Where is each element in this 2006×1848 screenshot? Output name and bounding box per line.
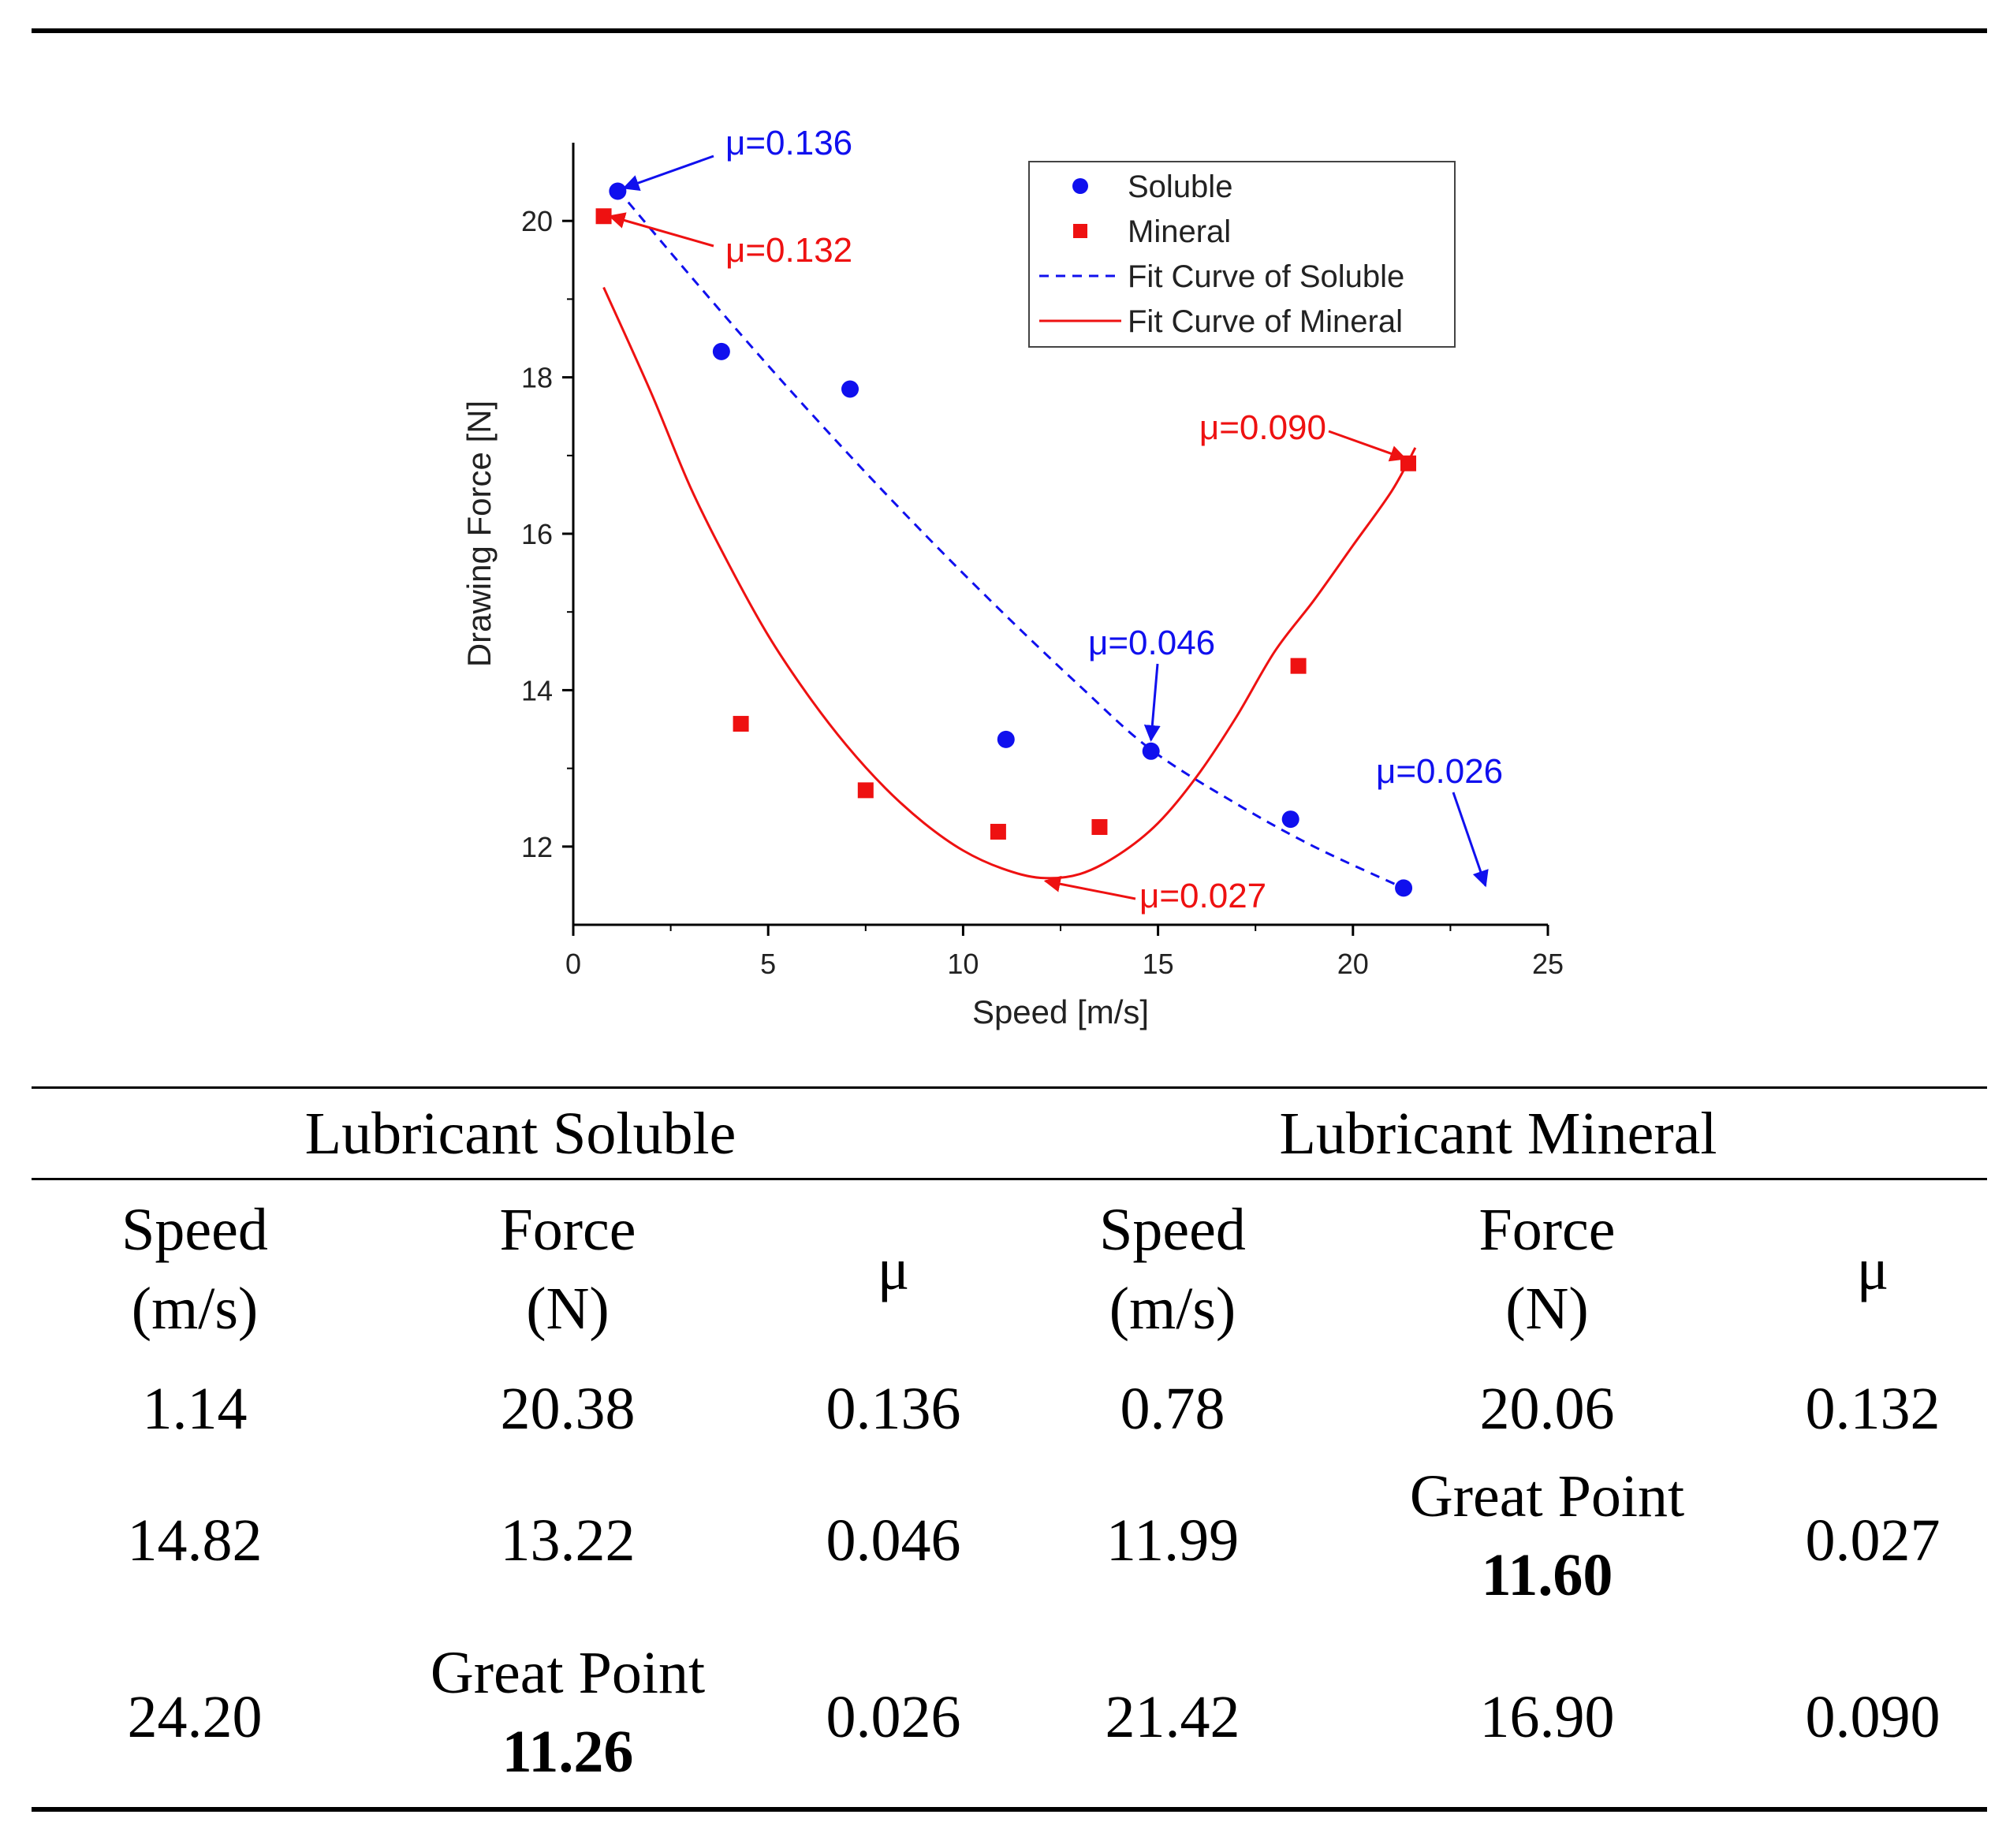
annotation-label: μ=0.046 bbox=[1088, 624, 1215, 662]
group-header-soluble: Lubricant Soluble bbox=[304, 1101, 736, 1167]
table-cell: 0.132 bbox=[1805, 1376, 1941, 1442]
x-tick-label: 25 bbox=[1532, 948, 1564, 980]
table-cell: 11.26 bbox=[502, 1719, 634, 1785]
annotation-arrow bbox=[1143, 663, 1161, 742]
table-top-rule bbox=[32, 1086, 1987, 1089]
table-cell: 16.90 bbox=[1479, 1684, 1615, 1750]
table-cell: 1.14 bbox=[142, 1376, 248, 1442]
great-point-label: Great Point bbox=[1409, 1463, 1685, 1529]
point-mineral bbox=[990, 823, 1006, 840]
point-soluble bbox=[1395, 879, 1413, 897]
column-header-unit: (m/s) bbox=[131, 1276, 259, 1342]
column-header-unit: (m/s) bbox=[1109, 1276, 1236, 1342]
point-mineral bbox=[1290, 658, 1307, 674]
table-group-rule bbox=[32, 1178, 1987, 1180]
table-cell: 11.60 bbox=[1481, 1542, 1613, 1608]
x-tick-label: 0 bbox=[565, 948, 581, 980]
table-cell: 20.38 bbox=[500, 1376, 636, 1442]
annotations: μ=0.136 μ=0.132 μ=0.090 μ=0.046 μ=0.026 μ=0.0… bbox=[608, 124, 1503, 915]
point-mineral bbox=[1091, 819, 1108, 835]
legend: Soluble Mineral Fit Curve of Soluble Fit Cu… bbox=[1028, 161, 1456, 348]
table-cell: 0.046 bbox=[826, 1507, 961, 1574]
annotation-label: μ=0.026 bbox=[1376, 752, 1503, 791]
legend-label: Fit Curve of Soluble bbox=[1128, 259, 1404, 294]
legend-label: Soluble bbox=[1128, 170, 1232, 204]
chart: 0 5 10 15 20 25 12 14 16 18 20 Speed [m/s] Drawing F… bbox=[460, 124, 1564, 1030]
column-header: Speed bbox=[1099, 1197, 1246, 1263]
column-header: Speed bbox=[121, 1197, 268, 1263]
group-header-mineral: Lubricant Mineral bbox=[1279, 1101, 1717, 1167]
table-cell: 0.136 bbox=[826, 1376, 961, 1442]
table-cell: 0.026 bbox=[826, 1684, 961, 1750]
table-cell: 0.78 bbox=[1120, 1376, 1225, 1442]
table-cell: 0.090 bbox=[1805, 1684, 1941, 1750]
point-mineral bbox=[733, 716, 749, 732]
y-tick-label: 18 bbox=[521, 362, 553, 394]
annotation-label: μ=0.027 bbox=[1139, 877, 1266, 915]
point-soluble bbox=[997, 730, 1015, 748]
table-cell: 20.06 bbox=[1479, 1376, 1615, 1442]
table-bottom-rule bbox=[32, 1807, 1987, 1812]
annotation-arrow bbox=[1452, 792, 1489, 888]
x-tick-label: 5 bbox=[760, 948, 776, 980]
legend-label: Mineral bbox=[1128, 214, 1231, 249]
point-soluble bbox=[1142, 742, 1160, 760]
point-soluble bbox=[609, 182, 627, 200]
fit-curve-mineral bbox=[602, 286, 1417, 880]
point-mineral bbox=[595, 208, 612, 225]
column-header: Force bbox=[499, 1197, 636, 1263]
y-tick-label: 16 bbox=[521, 518, 553, 550]
x-tick-label: 15 bbox=[1143, 948, 1174, 980]
fit-curve-soluble bbox=[617, 188, 1404, 889]
y-tick-label: 12 bbox=[521, 831, 553, 863]
column-header: Force bbox=[1478, 1197, 1616, 1263]
table-cell: 21.42 bbox=[1105, 1684, 1240, 1750]
table-cell: 13.22 bbox=[500, 1507, 636, 1574]
table-cell: 11.99 bbox=[1106, 1507, 1240, 1574]
legend-box bbox=[1028, 161, 1456, 348]
table-cell: 14.82 bbox=[127, 1507, 263, 1574]
y-tick-label: 20 bbox=[521, 205, 553, 237]
point-soluble bbox=[841, 380, 859, 398]
great-point-label: Great Point bbox=[430, 1640, 706, 1706]
annotation-arrow bbox=[1328, 430, 1407, 462]
point-soluble bbox=[712, 342, 730, 360]
column-header: μ bbox=[877, 1236, 910, 1302]
annotation-arrow bbox=[608, 212, 714, 248]
legend-label: Fit Curve of Mineral bbox=[1128, 304, 1403, 339]
legend-marker-mineral bbox=[1073, 224, 1087, 238]
x-axis-label: Speed [m/s] bbox=[972, 993, 1149, 1030]
legend-marker-soluble bbox=[1072, 178, 1088, 194]
data-points bbox=[595, 182, 1417, 897]
annotation-arrow bbox=[622, 155, 714, 192]
annotation-label: μ=0.136 bbox=[725, 124, 852, 162]
top-rule bbox=[32, 28, 1987, 33]
point-mineral bbox=[857, 782, 874, 799]
point-soluble bbox=[1281, 810, 1299, 829]
annotation-label: μ=0.132 bbox=[725, 231, 852, 270]
y-axis-label: Drawing Force [N] bbox=[460, 401, 498, 667]
y-tick-label: 14 bbox=[521, 674, 553, 706]
chart-axes: 0 5 10 15 20 25 12 14 16 18 20 Speed [m/s] Drawing F… bbox=[460, 143, 1564, 1030]
column-header-unit: (N) bbox=[1505, 1276, 1589, 1342]
table-cell: 24.20 bbox=[127, 1684, 263, 1750]
annotation-label: μ=0.090 bbox=[1199, 408, 1326, 447]
column-header: μ bbox=[1856, 1236, 1889, 1302]
fit-curves bbox=[602, 188, 1417, 889]
x-tick-label: 20 bbox=[1337, 948, 1369, 980]
table-cell: 0.027 bbox=[1805, 1507, 1941, 1574]
column-header-unit: (N) bbox=[526, 1276, 610, 1342]
annotation-arrow bbox=[1043, 875, 1136, 900]
x-tick-label: 10 bbox=[947, 948, 979, 980]
